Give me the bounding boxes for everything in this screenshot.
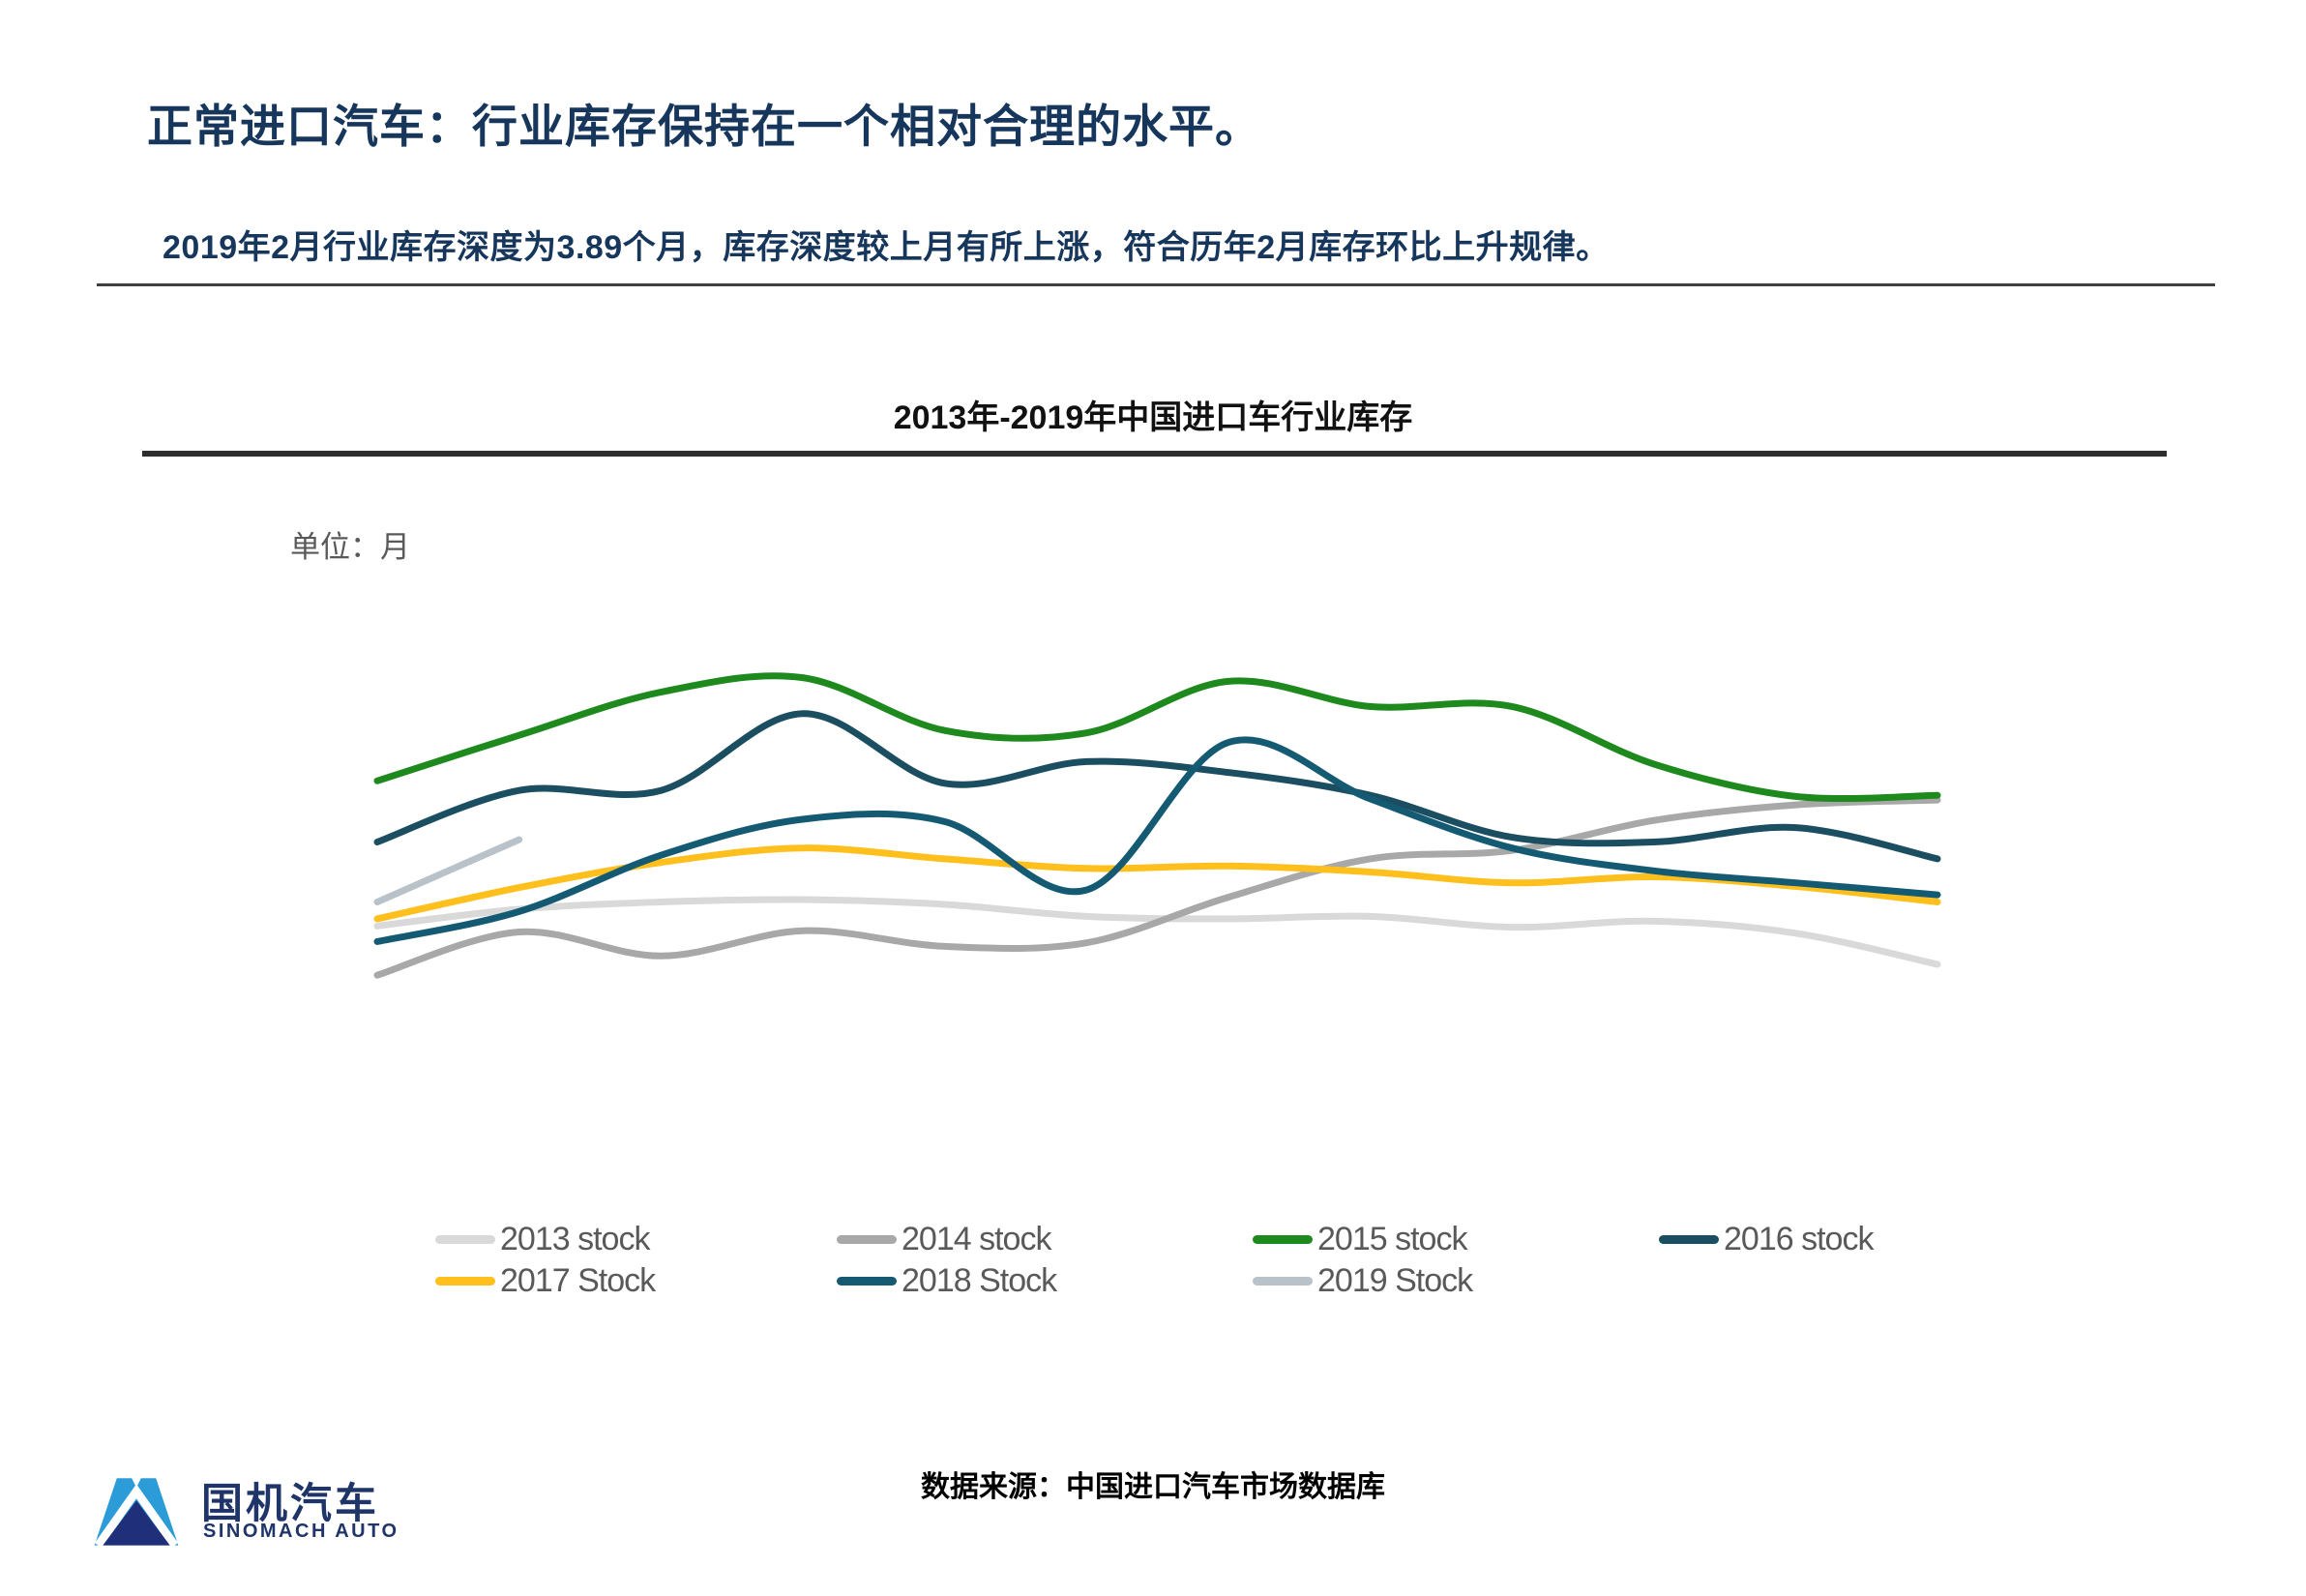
legend-swatch-2016 xyxy=(1659,1234,1719,1244)
data-source-note: 数据来源：中国进口汽车市场数据库 xyxy=(921,1471,1385,1503)
series-line-2019 xyxy=(373,836,523,906)
series-line-2014 xyxy=(373,796,1941,979)
legend-item-2017: 2017 Stock xyxy=(435,1258,656,1303)
legend-label-2013: 2013 stock xyxy=(500,1220,650,1257)
legend-swatch-2019 xyxy=(1253,1276,1313,1286)
series-line-2015 xyxy=(373,672,1941,803)
chart-unit-label: 单位：月 xyxy=(290,530,410,564)
legend-label-2018: 2018 Stock xyxy=(902,1261,1057,1299)
legend-label-2017: 2017 Stock xyxy=(500,1261,656,1299)
subtitle-divider-line xyxy=(97,283,2215,286)
legend-item-2013: 2013 stock xyxy=(435,1217,650,1261)
legend-swatch-2017 xyxy=(435,1276,495,1286)
page-title: 正常进口汽车：行业库存保持在一个相对合理的水平。 xyxy=(147,101,1261,152)
chart-title: 2013年-2019年中国进口车行业库存 xyxy=(893,399,1413,436)
sinomach-logo-icon xyxy=(94,1478,179,1549)
legend-label-2015: 2015 stock xyxy=(1317,1220,1467,1257)
legend-item-2015: 2015 stock xyxy=(1253,1217,1467,1261)
legend-label-2016: 2016 stock xyxy=(1724,1220,1874,1257)
chart-header-line xyxy=(142,451,2167,457)
legend-swatch-2018 xyxy=(837,1276,897,1286)
series-line-2017 xyxy=(373,844,1941,923)
legend-label-2019: 2019 Stock xyxy=(1317,1261,1473,1299)
legend-label-2014: 2014 stock xyxy=(902,1220,1051,1257)
logo-mountain-inner xyxy=(103,1500,170,1546)
logo-chevron xyxy=(94,1484,179,1549)
legend-item-2016: 2016 stock xyxy=(1659,1217,1874,1261)
legend-swatch-2014 xyxy=(837,1234,897,1244)
series-line-2016 xyxy=(373,710,1941,863)
logo-name-cn: 国机汽车 xyxy=(201,1481,379,1527)
legend-swatch-2013 xyxy=(435,1234,495,1244)
page-subtitle: 2019年2月行业库存深度为3.89个月，库存深度较上月有所上涨，符合历年2月库… xyxy=(163,229,1610,266)
legend-item-2019: 2019 Stock xyxy=(1253,1258,1473,1303)
legend-swatch-2015 xyxy=(1253,1234,1313,1244)
legend-item-2014: 2014 stock xyxy=(837,1217,1051,1261)
logo-name-en: SINOMACH AUTO xyxy=(203,1521,399,1542)
series-line-2013 xyxy=(373,896,1941,968)
legend-item-2018: 2018 Stock xyxy=(837,1258,1057,1303)
series-line-2018 xyxy=(373,736,1941,945)
